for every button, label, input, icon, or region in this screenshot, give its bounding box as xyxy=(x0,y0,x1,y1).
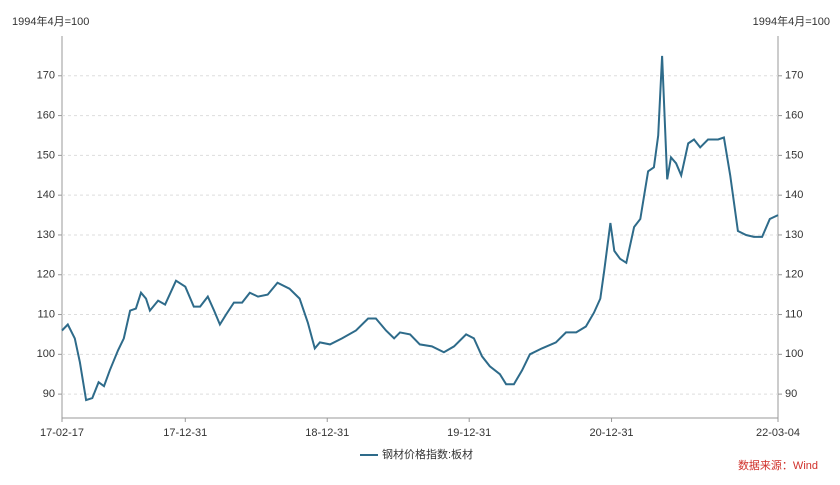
y2-tick-label: 120 xyxy=(785,269,803,281)
source-note: 数据来源：Wind xyxy=(738,458,818,472)
y-tick-label: 160 xyxy=(37,109,55,121)
x-tick-label: 22-03-04 xyxy=(756,427,800,439)
y2-tick-label: 100 xyxy=(785,348,803,360)
y-tick-label: 90 xyxy=(43,388,55,400)
y2-tick-label: 130 xyxy=(785,229,803,241)
x-tick-label: 19-12-31 xyxy=(447,427,491,439)
x-tick-label: 20-12-31 xyxy=(590,427,634,439)
y-tick-label: 110 xyxy=(37,308,55,320)
y-tick-label: 170 xyxy=(37,70,55,82)
y2-tick-label: 140 xyxy=(785,189,803,201)
line-series xyxy=(61,55,779,402)
y2-tick-label: 150 xyxy=(785,149,803,161)
y2-tick-label: 170 xyxy=(785,70,803,82)
y-tick-label: 150 xyxy=(37,149,55,161)
y-tick-label: 120 xyxy=(37,269,55,281)
y-tick-label: 140 xyxy=(37,189,55,201)
y2-tick-label: 160 xyxy=(785,109,803,121)
x-tick-label: 17-02-17 xyxy=(40,427,84,439)
y-tick-label: 100 xyxy=(37,348,55,360)
x-tick-label: 18-12-31 xyxy=(305,427,349,439)
y-tick-label: 130 xyxy=(37,229,55,241)
y2-tick-label: 110 xyxy=(785,308,803,320)
y-axis-label: 1994年4月=100 xyxy=(12,14,89,28)
legend-label: 钢材价格指数:板材 xyxy=(382,447,473,461)
y2-tick-label: 90 xyxy=(785,388,797,400)
x-tick-label: 17-12-31 xyxy=(163,427,207,439)
y2-axis-label: 1994年4月=100 xyxy=(753,14,830,28)
